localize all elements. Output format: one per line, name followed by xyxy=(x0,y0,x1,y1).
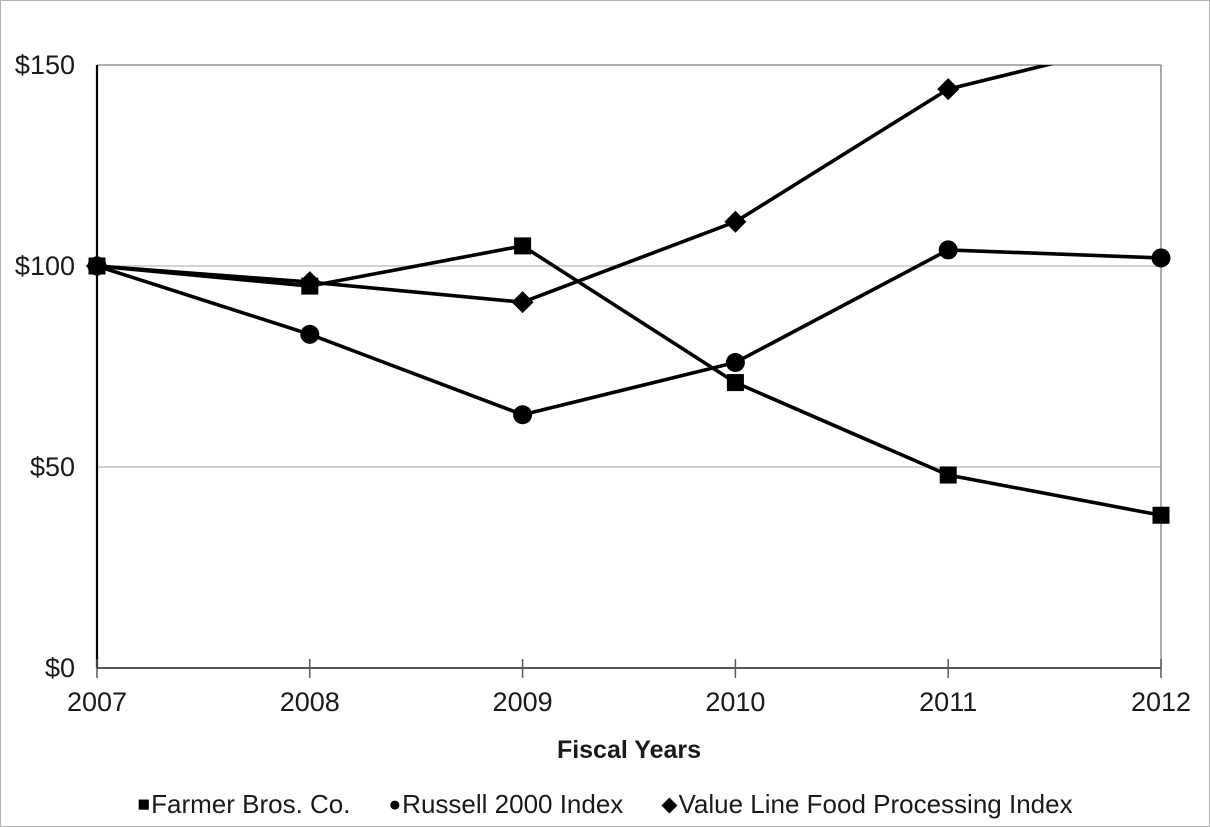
marker-square-point xyxy=(726,374,744,392)
y-tick-label: $0 xyxy=(45,653,75,683)
x-tick-label: 2011 xyxy=(919,687,977,717)
series-group-farmer-bros-co xyxy=(88,237,1170,524)
marker-square-point xyxy=(88,257,106,275)
marker-circle-point xyxy=(300,324,320,344)
marker-circle-point xyxy=(1151,248,1171,268)
marker-square-point xyxy=(939,466,957,484)
x-axis-title: Fiscal Years xyxy=(556,736,702,764)
marker-square-point xyxy=(301,277,319,295)
x-tick-label: 2010 xyxy=(705,687,765,717)
series-line-value-line-food-processing-index xyxy=(96,65,1054,305)
x-tick-label: 2007 xyxy=(67,687,127,717)
x-tick-label: 2012 xyxy=(1131,687,1191,717)
series-group-russell-2000-index xyxy=(87,240,1171,425)
marker-circle-point xyxy=(513,405,533,425)
legend-label: Farmer Bros. Co. xyxy=(151,789,351,819)
y-tick-label: $150 xyxy=(15,50,75,80)
marker-diamond-point xyxy=(1150,26,1172,48)
x-tick-label: 2009 xyxy=(493,687,553,717)
chart-legend: ■ Farmer Bros. Co. ● Russell 2000 Index ◆ Val… xyxy=(1,789,1209,820)
marker-diamond-point xyxy=(724,210,747,233)
series-line-russell-2000-index xyxy=(96,248,1162,417)
marker-diamond-point xyxy=(511,291,534,314)
legend-marker-diamond-icon: ◆ xyxy=(661,793,678,816)
legend-item-russell-2000-index: ● Russell 2000 Index xyxy=(388,789,623,820)
marker-circle-point xyxy=(938,240,958,260)
marker-diamond-point xyxy=(937,78,960,101)
series-group-value-line-food-processing-index xyxy=(86,26,1172,314)
legend-label: Russell 2000 Index xyxy=(402,789,624,819)
y-tick-label: $100 xyxy=(15,251,75,281)
series-line-farmer-bros-co xyxy=(96,243,1162,518)
legend-item-value-line-food-processing-index: ◆ Value Line Food Processing Index xyxy=(661,789,1072,820)
y-tick-label: $50 xyxy=(30,452,75,482)
marker-square-point xyxy=(514,237,532,255)
legend-item-farmer-bros-co: ■ Farmer Bros. Co. xyxy=(137,789,350,820)
marker-circle-point xyxy=(725,352,745,372)
marker-square-point xyxy=(1152,506,1170,524)
x-tick-label: 2008 xyxy=(280,687,340,717)
legend-label: Value Line Food Processing Index xyxy=(678,789,1073,819)
legend-marker-circle-icon: ● xyxy=(388,793,402,816)
legend-marker-square-icon: ■ xyxy=(137,793,151,816)
